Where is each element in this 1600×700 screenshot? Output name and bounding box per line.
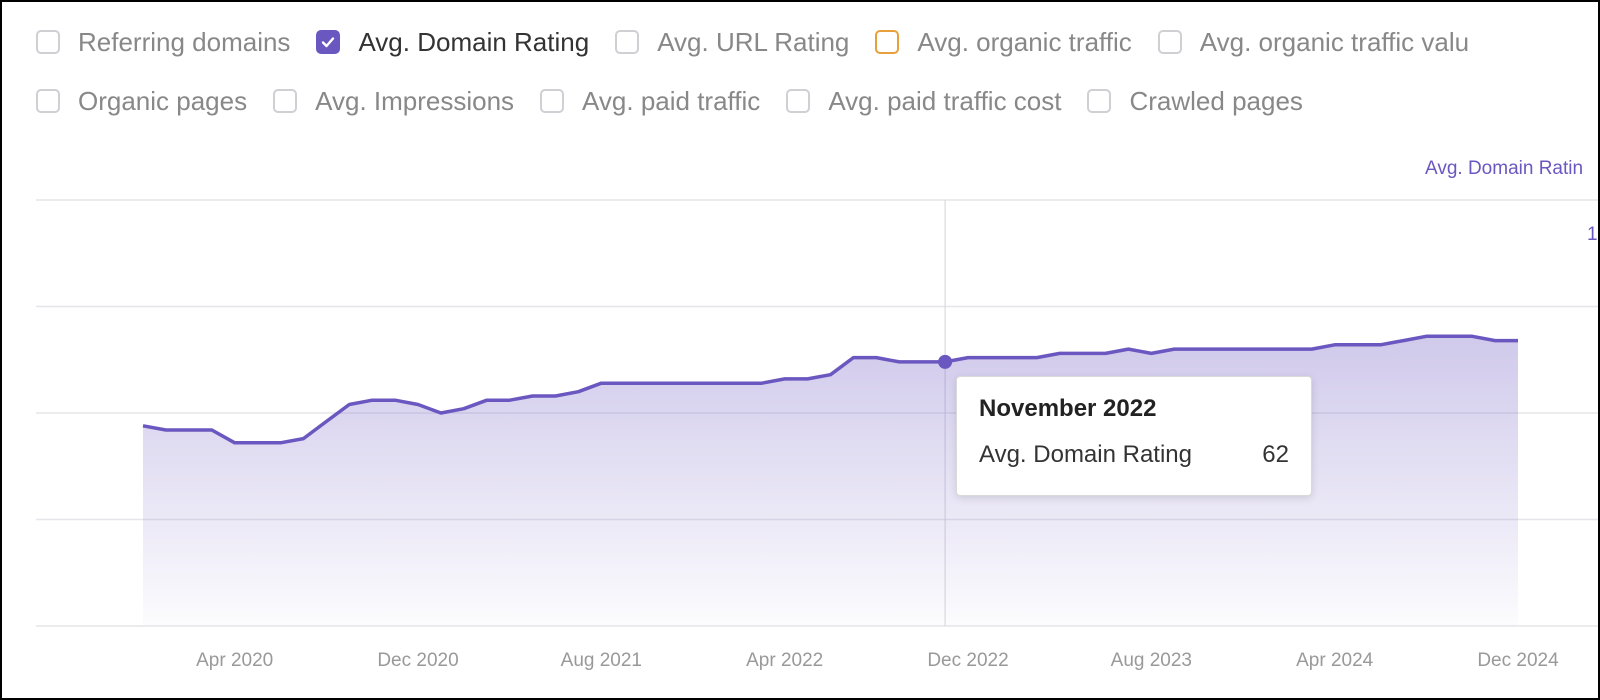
y-tick-label: 1 — [1587, 224, 1598, 245]
metric-label: Avg. paid traffic — [582, 85, 761, 116]
metric-avg-organic-traffic[interactable]: Avg. organic traffic — [875, 26, 1132, 58]
metric-label: Referring domains — [78, 26, 291, 57]
y-axis-title: Avg. Domain Ratin — [1425, 158, 1583, 179]
metric-crawled-pages[interactable]: Crawled pages — [1087, 85, 1303, 117]
metric-avg-url-rating[interactable]: Avg. URL Rating — [615, 27, 849, 58]
x-tick-label: Apr 2022 — [746, 650, 823, 671]
metric-label: Avg. Domain Rating — [358, 26, 590, 57]
tooltip-row: Avg. Domain Rating 62 — [979, 441, 1289, 469]
x-tick-label: Apr 2024 — [1296, 650, 1374, 671]
checkbox-highlighted[interactable] — [875, 30, 900, 54]
checkbox[interactable] — [786, 89, 811, 113]
x-tick-label: Dec 2020 — [377, 650, 458, 671]
x-tick-label: Aug 2021 — [561, 650, 642, 671]
metric-label: Avg. organic traffic — [917, 26, 1132, 57]
metric-label: Avg. organic traffic valu — [1199, 26, 1470, 57]
metric-avg-paid-traffic[interactable]: Avg. paid traffic — [540, 86, 760, 117]
series-line — [142, 334, 1518, 445]
checkbox[interactable] — [36, 89, 60, 113]
metric-label: Avg. URL Rating — [657, 26, 850, 57]
checkbox-checked[interactable] — [316, 30, 341, 54]
checkbox[interactable] — [1087, 89, 1112, 113]
check-icon — [322, 37, 335, 48]
checkbox[interactable] — [615, 30, 640, 54]
metric-avg-domain-rating[interactable]: Avg. Domain Rating — [316, 27, 589, 58]
x-tick-label: Dec 2024 — [1477, 650, 1559, 671]
tooltip-series-label: Avg. Domain Rating — [979, 441, 1192, 468]
metric-avg-impressions[interactable]: Avg. Impressions — [273, 86, 514, 117]
highlight-point — [938, 354, 953, 369]
metric-label: Avg. paid traffic cost — [828, 85, 1062, 116]
checkbox[interactable] — [36, 30, 60, 54]
metric-avg-organic-traffic-value[interactable]: Avg. organic traffic valu — [1157, 26, 1470, 58]
metric-organic-pages[interactable]: Organic pages — [36, 86, 247, 117]
x-tick-label: Apr 2020 — [196, 650, 273, 671]
metric-referring-domains[interactable]: Referring domains — [36, 27, 290, 58]
checkbox[interactable] — [1157, 30, 1182, 54]
tooltip-title: November 2022 — [979, 395, 1157, 422]
metric-label: Avg. Impressions — [315, 85, 515, 116]
metric-label: Crawled pages — [1129, 85, 1303, 116]
chart-tooltip: November 2022 Avg. Domain Rating 62 — [956, 376, 1312, 496]
metric-selector-row-1: Referring domains Avg. Domain Rating Avg… — [36, 22, 1495, 62]
metric-label: Organic pages — [78, 85, 248, 116]
tooltip-value: 62 — [1262, 441, 1289, 468]
checkbox[interactable] — [273, 89, 298, 113]
x-tick-label: Aug 2023 — [1111, 650, 1192, 671]
metric-selector-row-2: Organic pages Avg. Impressions Avg. paid… — [36, 81, 1329, 121]
x-tick-label: Dec 2022 — [927, 650, 1008, 671]
metric-avg-paid-traffic-cost[interactable]: Avg. paid traffic cost — [786, 86, 1061, 117]
checkbox[interactable] — [540, 89, 565, 113]
